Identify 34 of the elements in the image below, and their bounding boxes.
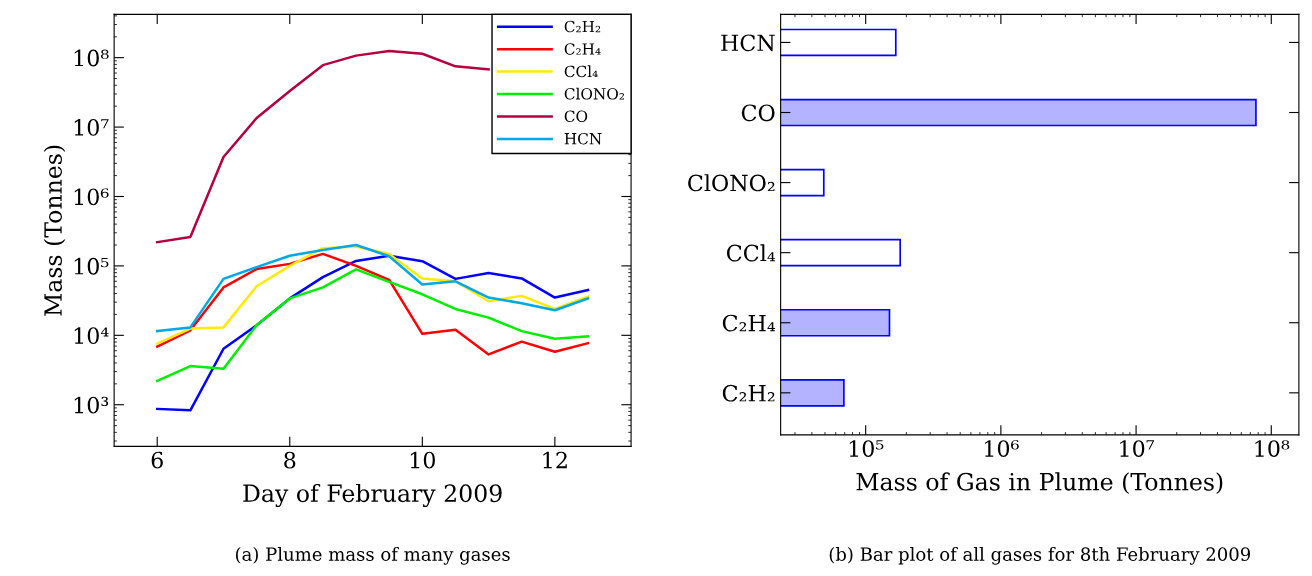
- y-axis-title: Mass (Tonnes): [43, 145, 66, 316]
- x-tick-label: 6: [151, 451, 163, 469]
- legend-label: CCl₄: [564, 65, 598, 78]
- line-series: [155, 252, 590, 356]
- legend-label: C₂H₂: [564, 20, 601, 33]
- x-tick-label: 10⁷: [1120, 440, 1155, 457]
- y-tick-label: 10⁵: [74, 257, 109, 275]
- text: (a) Plume mass of many gases: [235, 546, 510, 565]
- y-tick-label: CCl₄: [727, 244, 776, 262]
- x-tick-label: 10⁶: [984, 440, 1019, 457]
- y-tick-label: 10⁶: [74, 188, 109, 206]
- y-tick-label: ClONO₂: [688, 174, 775, 192]
- y-tick-label: CO: [741, 104, 775, 122]
- legend-label: C₂H₄: [564, 43, 601, 55]
- text: (b) Bar plot of all gases for 8th February 2009: [829, 546, 1251, 565]
- legend-label: ClONO₂: [564, 87, 624, 100]
- x-axis-title: Day of February 2009: [243, 483, 502, 508]
- y-tick-label: C₂H₂: [722, 384, 775, 402]
- y-tick-label: 10⁴: [74, 327, 109, 345]
- x-tick-label: 10⁸: [1255, 440, 1290, 457]
- x-tick-label: 8: [284, 451, 296, 469]
- y-tick-label: 10⁷: [74, 119, 109, 136]
- x-tick-label: 10⁵: [849, 440, 884, 457]
- y-tick-label: C₂H₄: [722, 314, 776, 332]
- y-tick-label: 10³: [74, 396, 109, 414]
- line-series: [155, 268, 590, 383]
- line-series: [155, 49, 490, 244]
- y-tick-label: HCN: [721, 34, 775, 52]
- legend-label: HCN: [564, 132, 602, 145]
- x-tick-label: 12: [543, 451, 567, 469]
- legend-label: CO: [564, 110, 588, 123]
- x-tick-label: 10: [410, 451, 435, 469]
- x-axis-title: Mass of Gas in Plume (Tonnes): [856, 472, 1223, 494]
- y-tick-label: 10⁸: [74, 49, 109, 67]
